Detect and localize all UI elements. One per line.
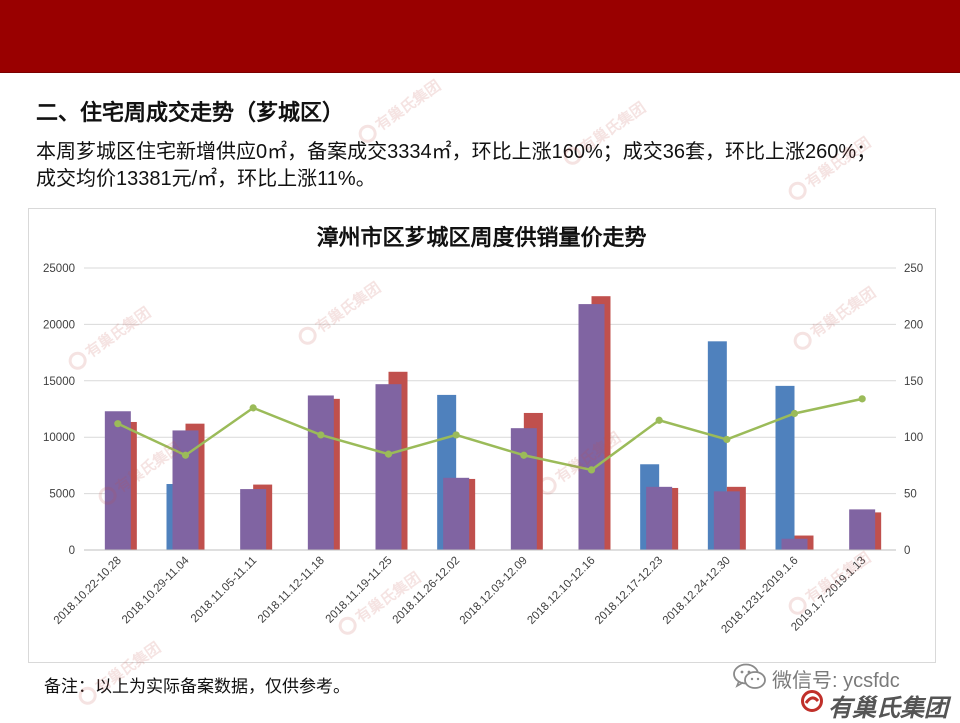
bar-purple <box>713 491 740 550</box>
bar-purple <box>646 486 673 550</box>
x-tick-label: 2018.12.24-12.30 <box>661 555 733 627</box>
header-band <box>0 0 960 73</box>
watermark-text: 有巢氏集团 <box>372 77 445 135</box>
x-tick-label: 2019.1.7-2019.1.13 <box>789 555 868 634</box>
wechat-id: 微信号: ycsfdc <box>772 670 900 692</box>
line-point <box>858 395 866 403</box>
x-tick-label: 2018.10.22-10.28 <box>52 555 124 627</box>
y-right-tick-label: 250 <box>904 263 923 275</box>
bar-purple <box>578 304 605 550</box>
bar-purple <box>510 428 537 550</box>
line-point <box>114 420 122 428</box>
line-point <box>723 435 731 444</box>
x-tick-label: 2018.11.26-12.02 <box>391 555 463 627</box>
bar-purple <box>849 509 876 550</box>
x-tick-label: 2018.11.19-11.25 <box>324 555 395 626</box>
brand-logo-icon <box>801 690 823 712</box>
brand-name: 有巢氏集团 <box>828 695 948 722</box>
y-right-tick-label: 200 <box>904 319 923 331</box>
y-left-tick-label: 20000 <box>43 319 75 331</box>
y-left-tick-label: 25000 <box>43 263 75 275</box>
summary-line: 成交均价13381元/㎡，环比上涨11%。 <box>36 168 376 190</box>
x-tick-label: 2018.12.10-12.16 <box>525 555 597 627</box>
chart-title: 漳州市区芗城区周度供销量价走势 <box>316 225 647 250</box>
x-tick-label: 2018.12.17-12.23 <box>593 555 665 627</box>
line-point <box>317 431 325 439</box>
y-left-tick-label: 15000 <box>43 376 75 388</box>
y-right-tick-label: 0 <box>904 545 910 557</box>
wechat-icon <box>733 663 766 689</box>
x-tick-label: 2018.11.12-11.18 <box>256 555 327 626</box>
section-title: 二、住宅周成交走势（芗城区） <box>36 100 345 125</box>
bar-purple <box>240 489 267 550</box>
bar-blue <box>775 385 795 550</box>
summary-line: 本周芗城区住宅新增供应0㎡，备案成交3334㎡，环比上涨160%；成交36套，环… <box>36 141 877 163</box>
line-point <box>249 404 257 412</box>
bar-purple <box>375 384 402 550</box>
watermark: 有巢氏集团 <box>354 75 445 147</box>
y-left-tick-label: 10000 <box>43 432 75 444</box>
line-point <box>384 450 393 458</box>
bar-purple <box>781 538 808 550</box>
x-tick-label: 2018.1231-2019.1.6 <box>719 555 800 636</box>
bar-purple <box>443 477 470 550</box>
summary-paragraph: 本周芗城区住宅新增供应0㎡，备案成交3334㎡，环比上涨160%；成交36套，环… <box>36 139 948 193</box>
line-point <box>520 451 528 459</box>
footnote: 备注：以上为实际备案数据，仅供参考。 <box>44 677 350 696</box>
line-point <box>790 409 799 418</box>
bar-purple <box>104 411 131 550</box>
line-series-path <box>117 397 863 472</box>
y-left-tick-label: 5000 <box>49 489 75 501</box>
bar-purple <box>307 395 334 550</box>
y-left-tick-label: 0 <box>69 545 75 557</box>
combo-chart: 0 5000 10000 15000 20000 25000 0 50 100 150 200 250… <box>43 263 923 636</box>
y-right-tick-label: 150 <box>904 376 923 388</box>
y-right-tick-label: 100 <box>904 432 923 444</box>
y-right-tick-label: 50 <box>904 489 917 501</box>
line-point <box>181 451 190 459</box>
x-tick-label: 2018.12.03-12.09 <box>458 555 530 627</box>
line-point <box>452 431 460 439</box>
line-point <box>587 466 596 474</box>
line-point <box>655 416 663 424</box>
x-tick-label: 2018.10.29-11.04 <box>120 554 192 626</box>
x-tick-label: 2018.11.05-11.11 <box>189 555 259 625</box>
